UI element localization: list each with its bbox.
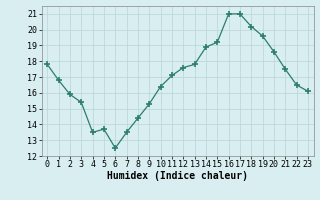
X-axis label: Humidex (Indice chaleur): Humidex (Indice chaleur) bbox=[107, 171, 248, 181]
